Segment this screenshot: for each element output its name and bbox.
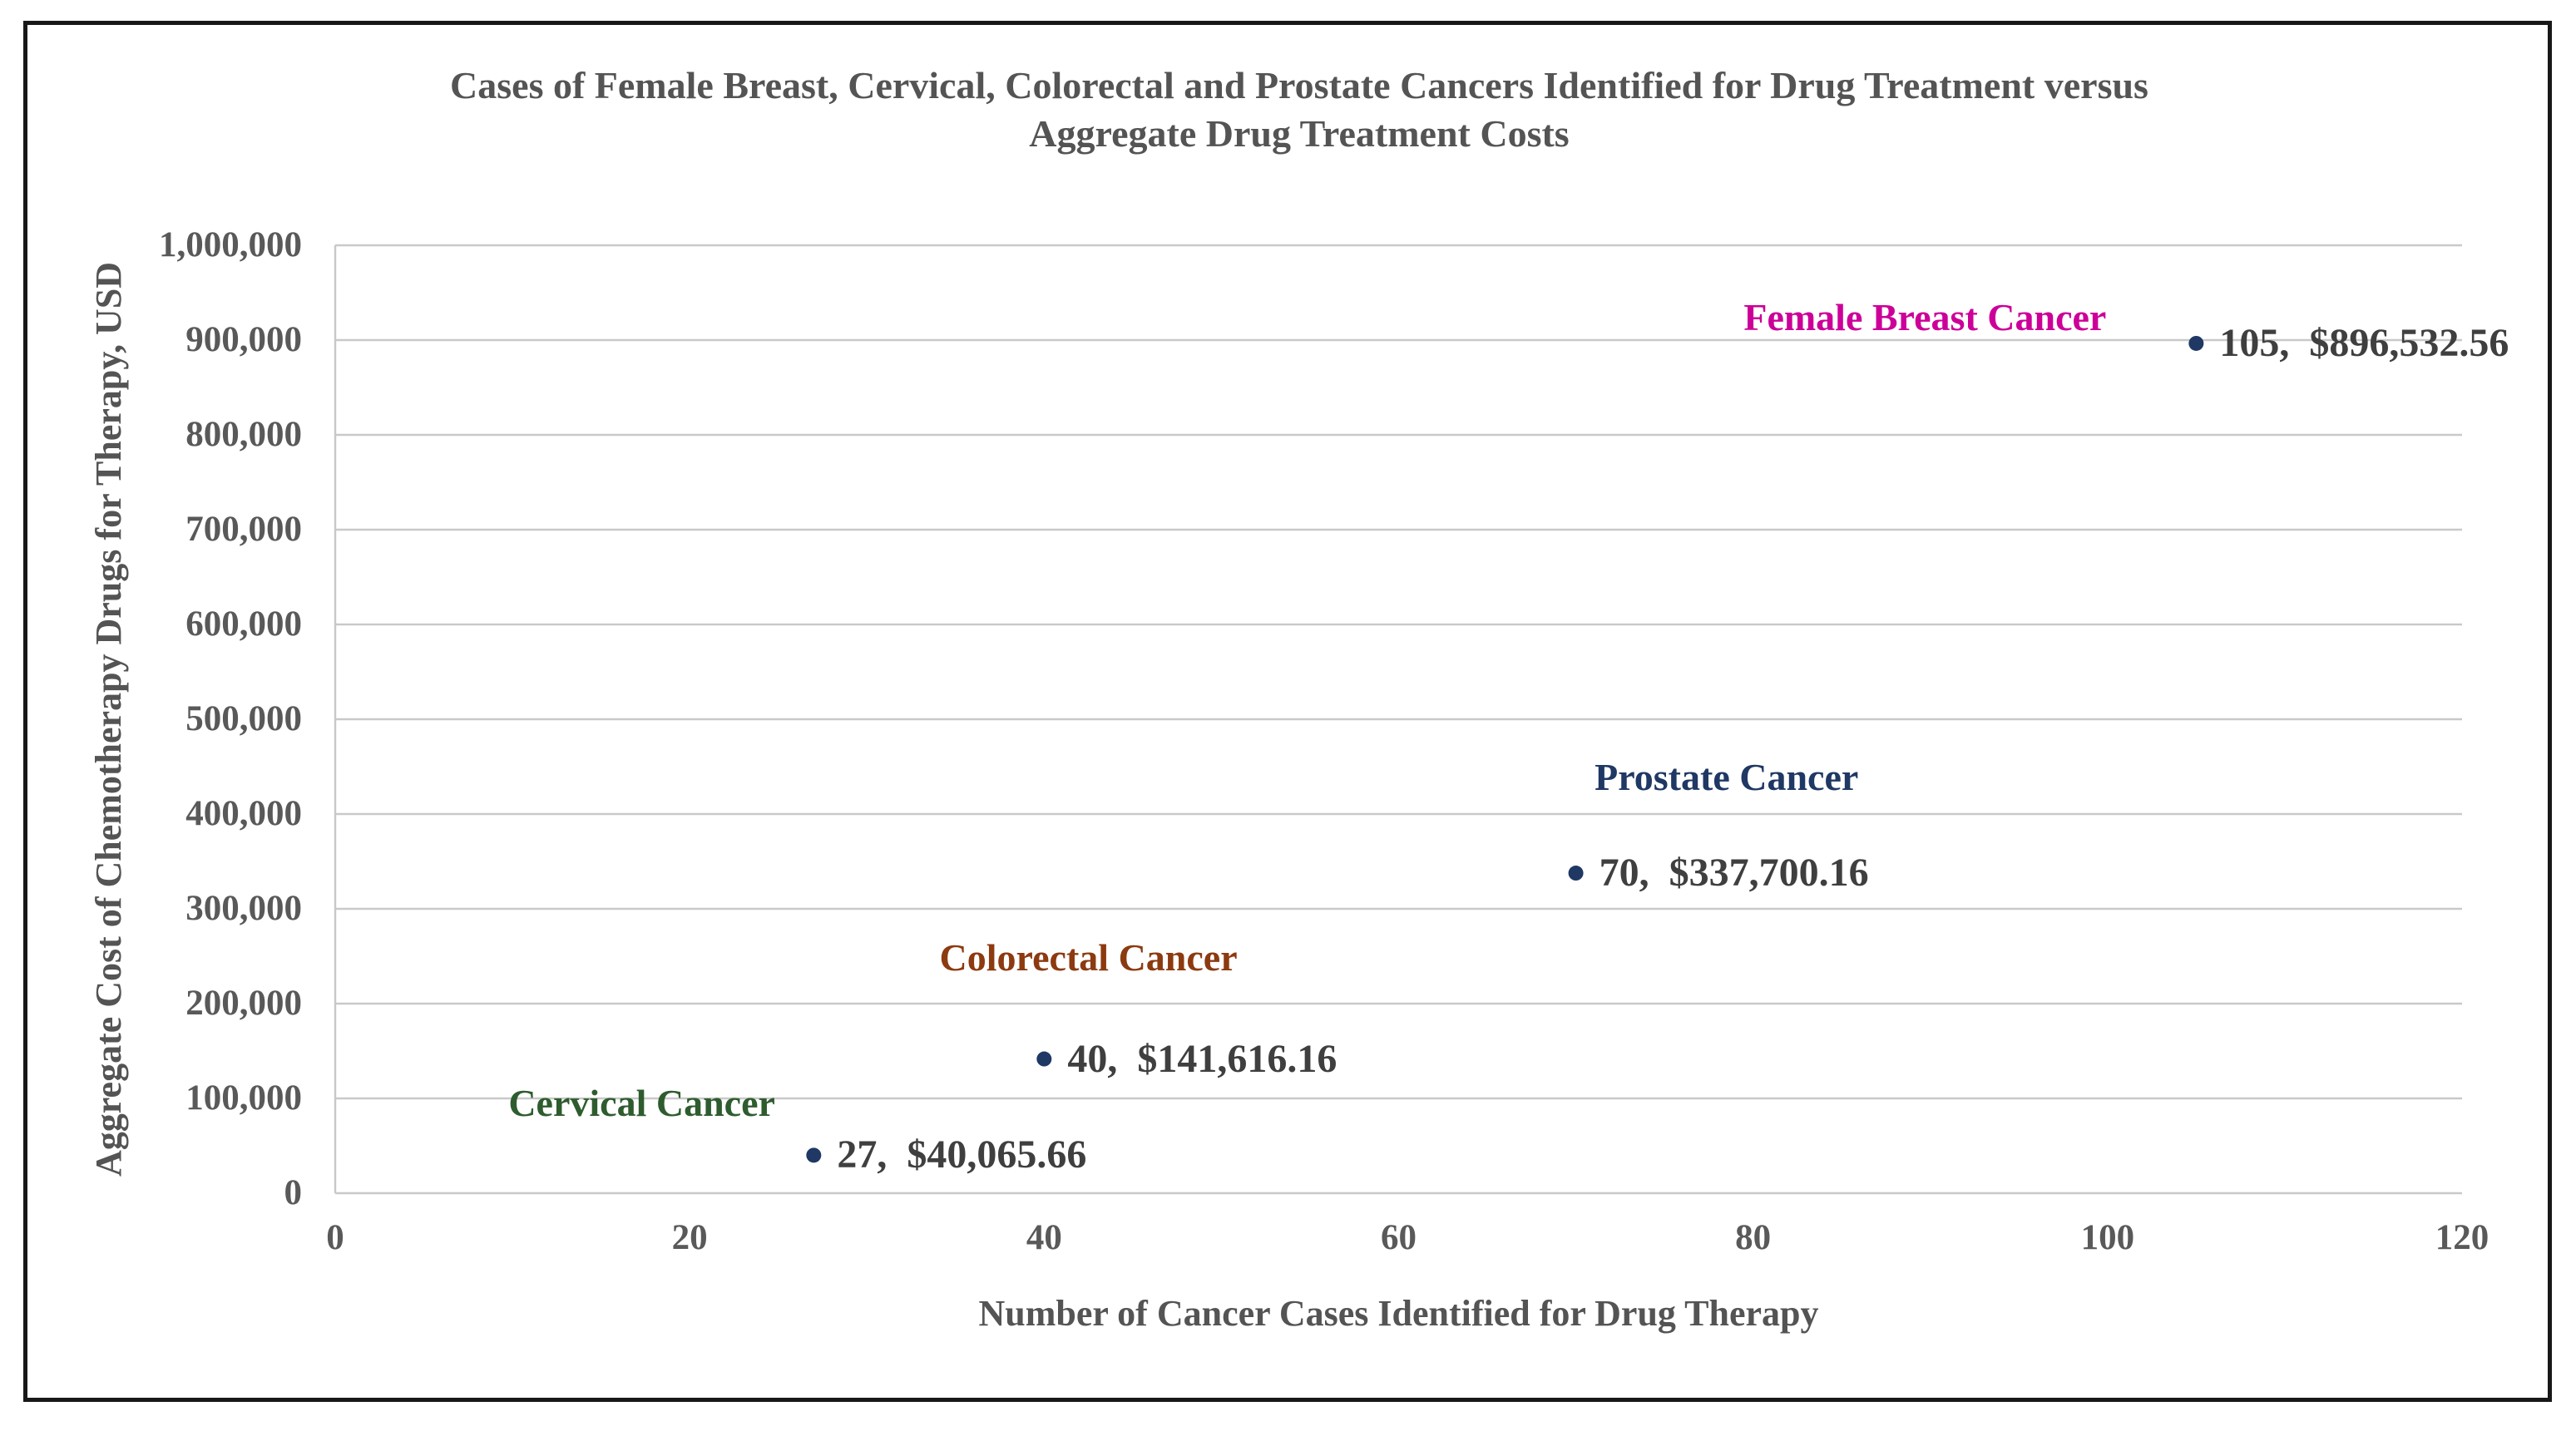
chart-outer-border	[23, 21, 2552, 1402]
data-point-marker	[1568, 866, 1584, 881]
chart-title-line1: Cases of Female Breast, Cervical, Colore…	[450, 64, 2148, 106]
chart-title: Cases of Female Breast, Cervical, Colore…	[329, 62, 2270, 158]
data-point-marker	[2188, 335, 2204, 351]
x-axis-title: Number of Cancer Cases Identified for Dr…	[978, 1293, 1819, 1334]
data-point-marker	[806, 1147, 822, 1163]
chart-title-line2: Aggregate Drug Treatment Costs	[1029, 112, 1570, 155]
data-point-marker	[1036, 1051, 1052, 1067]
